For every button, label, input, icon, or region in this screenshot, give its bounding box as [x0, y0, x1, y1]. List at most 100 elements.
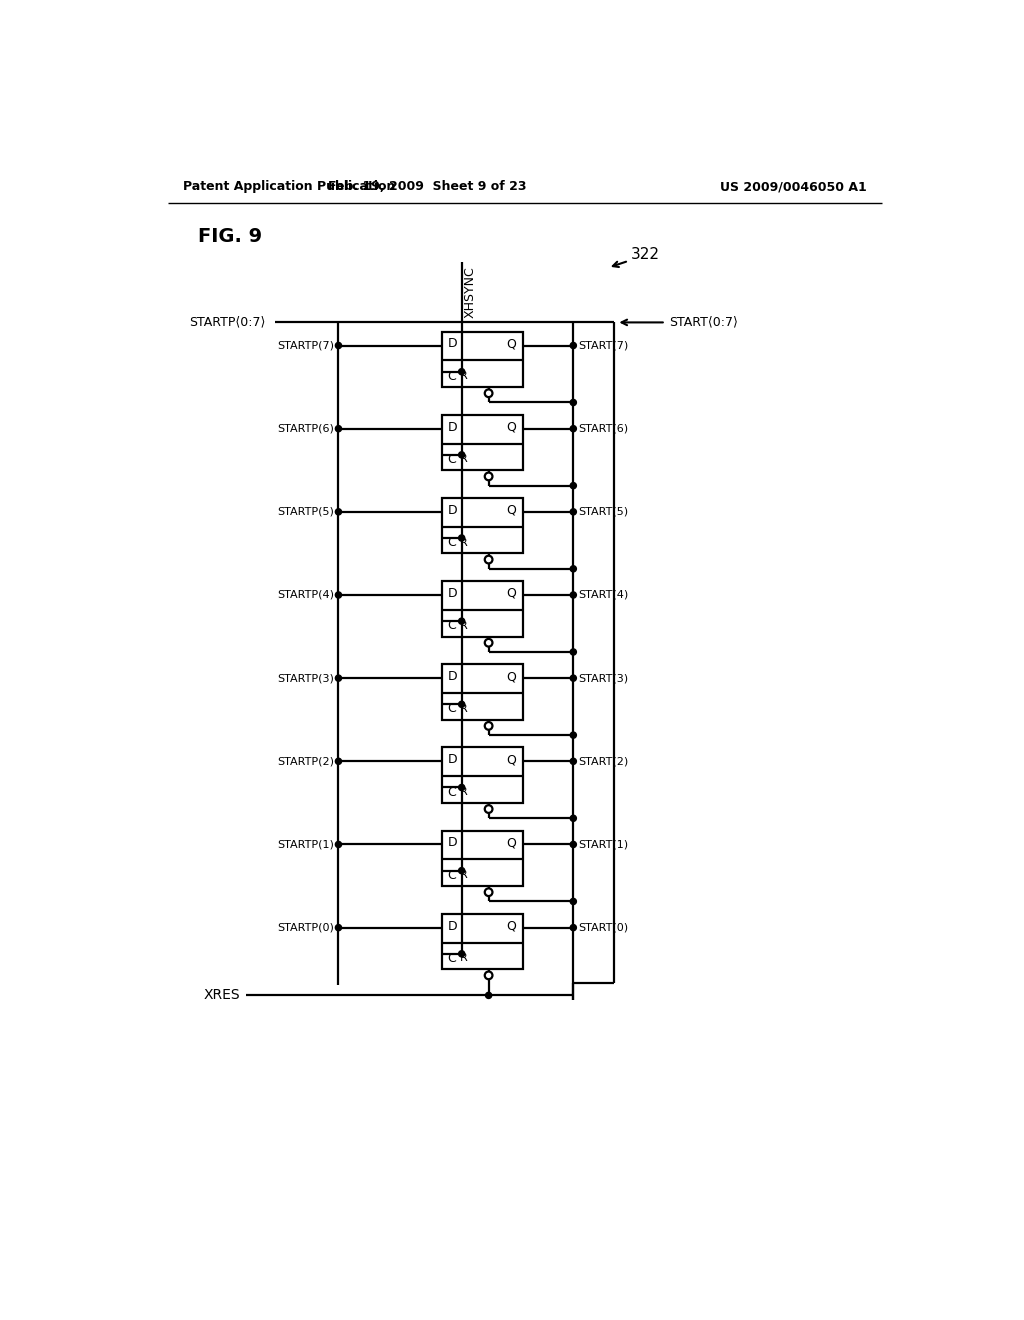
Circle shape [570, 566, 577, 572]
Circle shape [459, 535, 465, 541]
Text: STARTP(5): STARTP(5) [276, 507, 334, 517]
Text: START(5): START(5) [579, 507, 629, 517]
Text: C: C [447, 952, 456, 965]
Circle shape [570, 508, 577, 515]
Text: Q: Q [506, 421, 516, 434]
Bar [442, 664, 523, 719]
Circle shape [570, 733, 577, 738]
Text: R: R [460, 371, 468, 381]
Circle shape [570, 649, 577, 655]
Circle shape [484, 389, 493, 397]
Circle shape [459, 784, 465, 791]
Bar [442, 414, 523, 470]
Text: STARTP(1): STARTP(1) [276, 840, 334, 850]
Circle shape [484, 556, 493, 564]
Text: C: C [447, 785, 456, 799]
Circle shape [336, 924, 342, 931]
Text: R: R [460, 620, 468, 631]
Circle shape [570, 816, 577, 821]
Text: Patent Application Publication: Patent Application Publication [183, 181, 395, 194]
Circle shape [570, 841, 577, 847]
Circle shape [459, 867, 465, 874]
Text: XRES: XRES [204, 989, 240, 1002]
Text: 322: 322 [631, 247, 660, 263]
Circle shape [484, 888, 493, 896]
Circle shape [459, 618, 465, 624]
Circle shape [484, 805, 493, 813]
Text: Q: Q [506, 671, 516, 684]
Text: C: C [447, 453, 456, 466]
Text: C: C [447, 869, 456, 882]
Circle shape [570, 924, 577, 931]
Text: STARTP(7): STARTP(7) [276, 341, 334, 351]
Text: R: R [460, 787, 468, 797]
Text: START(4): START(4) [579, 590, 629, 601]
Text: Q: Q [506, 920, 516, 933]
Circle shape [336, 425, 342, 432]
Text: STARTP(4): STARTP(4) [276, 590, 334, 601]
Text: D: D [447, 338, 458, 351]
Text: START(2): START(2) [579, 756, 629, 767]
Circle shape [570, 425, 577, 432]
Circle shape [570, 483, 577, 488]
Bar [442, 747, 523, 803]
Text: C: C [447, 619, 456, 632]
Circle shape [336, 508, 342, 515]
Text: Q: Q [506, 837, 516, 850]
Circle shape [336, 758, 342, 764]
Text: STARTP(6): STARTP(6) [276, 424, 334, 434]
Bar [442, 913, 523, 969]
Text: Q: Q [506, 587, 516, 601]
Text: START(6): START(6) [579, 424, 629, 434]
Text: D: D [447, 504, 458, 517]
Text: Q: Q [506, 754, 516, 767]
Text: C: C [447, 702, 456, 715]
Bar [442, 581, 523, 636]
Circle shape [459, 950, 465, 957]
Text: R: R [460, 953, 468, 964]
Text: START(3): START(3) [579, 673, 629, 684]
Text: R: R [460, 537, 468, 548]
Circle shape [484, 972, 493, 979]
Circle shape [570, 342, 577, 348]
Circle shape [484, 639, 493, 647]
Text: STARTP(2): STARTP(2) [276, 756, 334, 767]
Circle shape [459, 451, 465, 458]
Text: START⟨0:7⟩: START⟨0:7⟩ [670, 315, 738, 329]
Circle shape [570, 591, 577, 598]
Text: Q: Q [506, 504, 516, 517]
Text: D: D [447, 421, 458, 434]
Text: START(1): START(1) [579, 840, 629, 850]
Circle shape [570, 675, 577, 681]
Text: D: D [447, 754, 458, 767]
Text: FIG. 9: FIG. 9 [199, 227, 262, 247]
Text: START(0): START(0) [579, 923, 629, 933]
Text: R: R [460, 704, 468, 714]
Bar [442, 830, 523, 886]
Text: Feb. 19, 2009  Sheet 9 of 23: Feb. 19, 2009 Sheet 9 of 23 [328, 181, 526, 194]
Text: D: D [447, 837, 458, 850]
Circle shape [336, 342, 342, 348]
Circle shape [459, 701, 465, 708]
Circle shape [570, 899, 577, 904]
Circle shape [336, 841, 342, 847]
Circle shape [484, 722, 493, 730]
Text: START(7): START(7) [579, 341, 629, 351]
Circle shape [485, 993, 492, 998]
Circle shape [459, 368, 465, 375]
Text: D: D [447, 671, 458, 684]
Text: US 2009/0046050 A1: US 2009/0046050 A1 [720, 181, 866, 194]
Text: STARTP⟨0:7⟩: STARTP⟨0:7⟩ [189, 315, 265, 329]
Bar [442, 331, 523, 387]
Circle shape [570, 758, 577, 764]
Text: Q: Q [506, 338, 516, 351]
Circle shape [336, 675, 342, 681]
Text: STARTP(0): STARTP(0) [276, 923, 334, 933]
Circle shape [570, 400, 577, 405]
Text: D: D [447, 587, 458, 601]
Text: R: R [460, 870, 468, 880]
Text: STARTP(3): STARTP(3) [276, 673, 334, 684]
Text: D: D [447, 920, 458, 933]
Text: C: C [447, 370, 456, 383]
Text: C: C [447, 536, 456, 549]
